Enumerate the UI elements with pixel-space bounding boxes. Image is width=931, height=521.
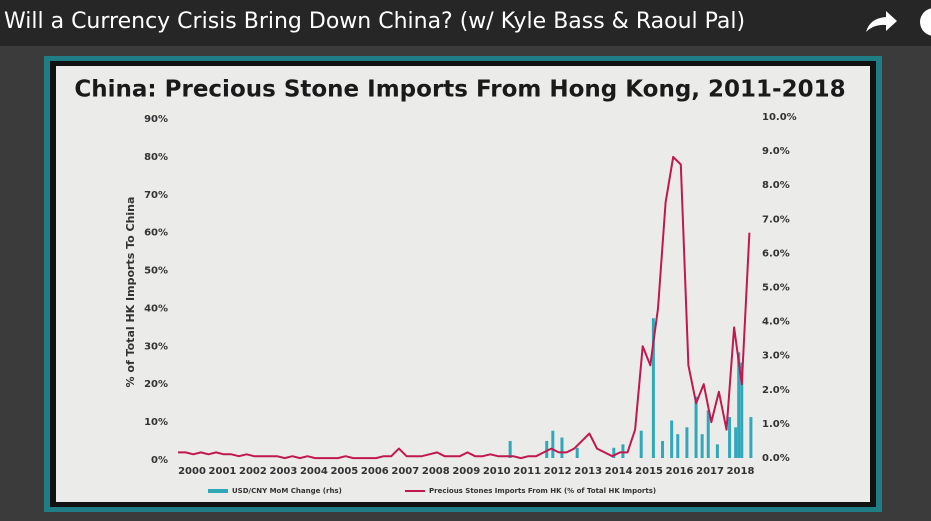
bar xyxy=(676,434,680,458)
bar xyxy=(737,352,741,458)
y2-tick-label: 7.0% xyxy=(762,214,790,225)
y-axis-label: % of Total HK Imports To China xyxy=(124,197,137,388)
y2-tick-label: 6.0% xyxy=(762,248,790,259)
bar xyxy=(685,427,689,458)
bar xyxy=(706,410,710,458)
x-tick-label: 2007 xyxy=(391,466,419,477)
bar xyxy=(734,427,738,458)
x-tick-label: 2017 xyxy=(696,466,724,477)
x-tick-label: 2012 xyxy=(544,466,572,477)
chart-background xyxy=(56,66,870,502)
x-tick-label: 2010 xyxy=(483,466,511,477)
bar xyxy=(612,447,616,458)
bar xyxy=(551,430,555,458)
x-tick-label: 2014 xyxy=(605,466,633,477)
y2-tick-label: 2.0% xyxy=(762,385,790,396)
y2-tick-label: 3.0% xyxy=(762,351,790,362)
y-tick-label: 20% xyxy=(144,379,168,390)
x-tick-label: 2001 xyxy=(209,466,237,477)
y2-tick-label: 1.0% xyxy=(762,419,790,430)
bar xyxy=(621,444,625,458)
video-title: Will a Currency Crisis Bring Down China?… xyxy=(4,9,745,34)
x-tick-label: 2011 xyxy=(513,466,541,477)
bar xyxy=(715,444,719,458)
bar xyxy=(740,362,744,458)
y2-tick-label: 8.0% xyxy=(762,180,790,191)
bar xyxy=(661,440,665,458)
y-tick-label: 50% xyxy=(144,266,168,277)
y2-tick-label: 0.0% xyxy=(762,453,790,464)
legend-label: USD/CNY MoM Change (rhs) xyxy=(232,487,342,495)
y-tick-label: 60% xyxy=(144,228,168,239)
plot: 0% 10% 20% 30% 40% 50% 60% 70% 80% 90% 0.0% 1.0% 2.0… xyxy=(144,112,797,495)
x-tick-label: 2005 xyxy=(330,466,358,477)
y-tick-label: 30% xyxy=(144,341,168,352)
bar xyxy=(639,430,643,458)
x-tick-label: 2013 xyxy=(574,466,602,477)
bar xyxy=(749,417,753,458)
x-tick-label: 2003 xyxy=(269,466,297,477)
video-title-bar xyxy=(0,0,931,46)
y-tick-label: 90% xyxy=(144,114,168,125)
y2-tick-label: 5.0% xyxy=(762,283,790,294)
bar xyxy=(700,434,704,458)
x-tick-label: 2018 xyxy=(727,466,755,477)
x-tick-label: 2002 xyxy=(239,466,267,477)
x-tick-label: 2004 xyxy=(300,466,328,477)
x-tick-label: 2008 xyxy=(422,466,450,477)
chart-title: China: Precious Stone Imports From Hong … xyxy=(74,77,845,103)
x-tick-label: 2016 xyxy=(666,466,694,477)
bar xyxy=(670,420,674,458)
legend-label: Precious Stones Imports From HK (% of To… xyxy=(429,487,656,495)
y-tick-label: 70% xyxy=(144,190,168,201)
bar xyxy=(560,437,564,458)
share-icon[interactable] xyxy=(866,11,897,32)
y-tick-label: 10% xyxy=(144,417,168,428)
y-tick-label: 80% xyxy=(144,152,168,163)
bar xyxy=(508,440,512,458)
y2-tick-label: 9.0% xyxy=(762,146,790,157)
x-tick-label: 2006 xyxy=(361,466,389,477)
bar xyxy=(694,396,698,458)
legend-swatch xyxy=(208,489,228,493)
y-tick-label: 40% xyxy=(144,303,168,314)
bar xyxy=(728,417,732,458)
y2-tick-label: 4.0% xyxy=(762,317,790,328)
y2-tick-label: 10.0% xyxy=(762,112,797,123)
x-tick-label: 2009 xyxy=(452,466,480,477)
y-tick-label: 0% xyxy=(151,455,168,466)
line xyxy=(178,155,751,460)
x-tick-label: 2000 xyxy=(178,466,206,477)
channel-avatar[interactable] xyxy=(920,8,931,36)
bar xyxy=(545,440,549,458)
x-tick-label: 2015 xyxy=(635,466,663,477)
bar xyxy=(575,447,579,458)
bar xyxy=(651,318,655,458)
